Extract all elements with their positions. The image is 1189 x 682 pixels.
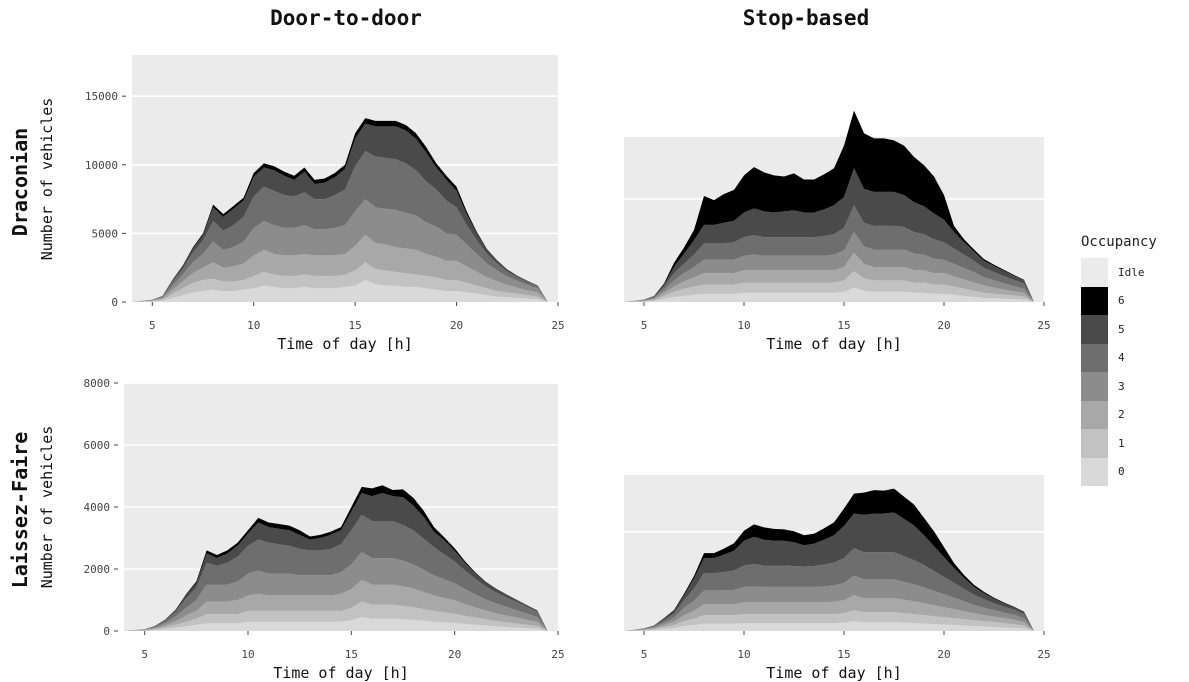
legend: Occupancy Idle 6 5 4 3 2 1 0 (1081, 234, 1157, 486)
column-title-door-to-door: Door-to-door (270, 6, 422, 30)
y-tick-label: 6000 (84, 439, 111, 452)
x-tick-label: 15 (837, 319, 850, 332)
area-series-2 (624, 252, 1034, 302)
x-tick-label: 5 (641, 648, 648, 661)
x-axis-label: Time of day [h] (766, 664, 901, 682)
area-series-3 (624, 232, 1034, 302)
legend-item-label: 2 (1118, 408, 1125, 422)
legend-items: Idle 6 5 4 3 2 1 0 (1081, 258, 1157, 486)
x-tick-label: 10 (737, 648, 750, 661)
y-axis-label: Number of vehicles (38, 98, 56, 261)
legend-key-swatch (1081, 286, 1108, 315)
legend-item-idle: Idle (1081, 258, 1157, 287)
y-tick-label: 15000 (85, 90, 118, 103)
area-series-3 (624, 575, 1034, 631)
x-tick-label: 25 (1037, 319, 1050, 332)
area-series-1 (124, 601, 548, 631)
legend-title: Occupancy (1081, 234, 1157, 250)
legend-item-5: 5 (1081, 315, 1157, 344)
y-tick-label: 10000 (85, 159, 118, 172)
x-tick-label: 20 (937, 319, 950, 332)
legend-key-swatch (1081, 258, 1108, 287)
area-series-5 (124, 493, 548, 631)
x-tick-label: 10 (737, 319, 750, 332)
x-tick-label: 5 (641, 319, 648, 332)
area-series-4 (132, 151, 548, 302)
legend-item-3: 3 (1081, 372, 1157, 401)
area-series-5 (624, 512, 1034, 631)
legend-key-swatch (1081, 457, 1108, 486)
chart-panel-2: 5 10 15 20 25 Time of day [h] (624, 95, 1051, 353)
x-tick-label: 25 (551, 648, 564, 661)
area-series-1 (624, 610, 1034, 631)
legend-item-label: 4 (1118, 351, 1125, 365)
y-tick-label: 0 (103, 625, 110, 638)
area-series-2 (132, 234, 548, 302)
x-axis-label: Time of day [h] (273, 664, 408, 682)
legend-item-label: Idle (1118, 265, 1145, 279)
legend-item-4: 4 (1081, 343, 1157, 372)
area-series-2 (124, 579, 548, 631)
legend-key-swatch (1081, 315, 1108, 344)
legend-item-label: 5 (1118, 322, 1125, 336)
legend-item-1: 1 (1081, 429, 1157, 458)
area-series-1 (132, 262, 548, 302)
legend-key-swatch (1081, 429, 1108, 458)
x-axis-label: Time of day [h] (277, 335, 412, 353)
area-series-0 (132, 280, 548, 302)
x-tick-label: 5 (141, 648, 148, 661)
x-tick-label: 15 (345, 648, 358, 661)
area-series-4 (624, 548, 1034, 631)
y-tick-label: 2000 (84, 563, 111, 576)
x-tick-label: 20 (448, 648, 461, 661)
chart-panel-1: 5 10 15 20 25 Time of day [h] 0 5000 10000 15000 N… (38, 55, 565, 353)
y-tick-label: 0 (111, 296, 118, 309)
x-tick-label: 20 (450, 319, 463, 332)
x-axis-label: Time of day [h] (766, 335, 901, 353)
legend-item-label: 3 (1118, 379, 1125, 393)
y-axis-label: Number of vehicles (38, 426, 56, 589)
y-tick-label: 5000 (92, 227, 119, 240)
area-series-4 (624, 205, 1034, 302)
column-title-stop-based: Stop-based (742, 6, 870, 30)
area-series-0 (624, 287, 1034, 302)
legend-key-swatch (1081, 400, 1108, 429)
x-tick-label: 10 (247, 319, 260, 332)
area-series-5 (624, 168, 1034, 302)
area-series-6 (624, 110, 1034, 302)
legend-key-swatch (1081, 372, 1108, 401)
area-series-5 (132, 123, 548, 302)
x-tick-label: 15 (349, 319, 362, 332)
legend-item-6: 6 (1081, 286, 1157, 315)
y-tick-label: 8000 (84, 377, 111, 390)
area-series-4 (124, 514, 548, 631)
legend-item-label: 0 (1118, 465, 1125, 479)
legend-item-2: 2 (1081, 400, 1157, 429)
area-series-3 (124, 551, 548, 631)
area-series-1 (624, 271, 1034, 302)
legend-item-label: 1 (1118, 436, 1125, 450)
x-tick-label: 5 (149, 319, 156, 332)
area-series-0 (124, 617, 548, 631)
area-series-3 (132, 199, 548, 302)
chart-panel-3: 5 10 15 20 25 Time of day [h] 0 2000 4000 6000 800… (38, 377, 565, 682)
y-tick-label: 4000 (84, 501, 111, 514)
x-tick-label: 25 (551, 319, 564, 332)
x-tick-label: 15 (837, 648, 850, 661)
x-tick-label: 20 (937, 648, 950, 661)
x-tick-label: 25 (1037, 648, 1050, 661)
legend-item-label: 6 (1118, 294, 1125, 308)
chart-panel-4: 5 10 15 20 25 Time of day [h] (624, 431, 1051, 682)
legend-item-0: 0 (1081, 457, 1157, 486)
legend-key-swatch (1081, 343, 1108, 372)
x-tick-label: 10 (241, 648, 254, 661)
